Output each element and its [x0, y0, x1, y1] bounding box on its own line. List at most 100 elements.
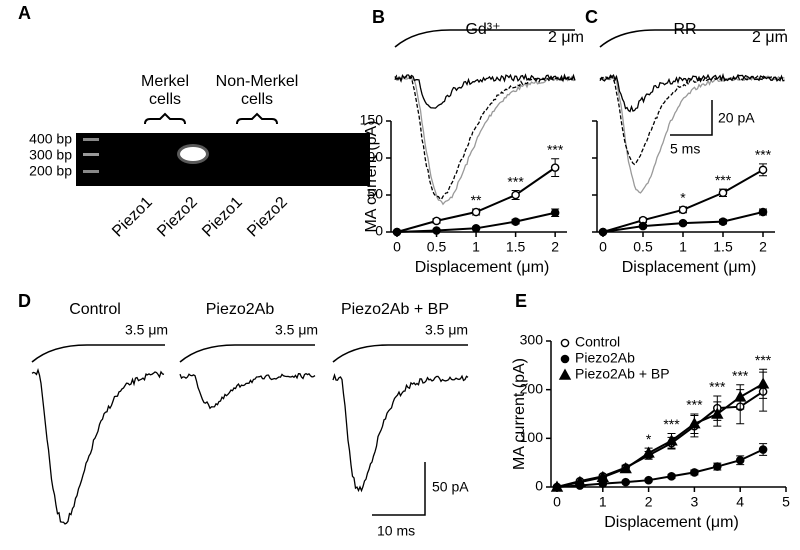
gel-glow — [177, 144, 209, 164]
legend-label: Piezo2Ab + BP — [575, 366, 670, 382]
significance: *** — [732, 368, 749, 384]
x-tick-label: 3 — [691, 494, 699, 510]
current-trace — [394, 75, 576, 206]
marker — [392, 227, 402, 237]
lane-label: Piezo2 — [244, 194, 291, 241]
x-tick-label: 1 — [599, 494, 607, 510]
marker — [432, 216, 441, 226]
significance: *** — [709, 379, 726, 395]
y-tick-label: 50 — [367, 186, 383, 202]
stimulus-trace — [394, 29, 575, 48]
y-tick-label: 100 — [520, 429, 544, 445]
y-axis-label: MA current (pA) — [511, 358, 528, 470]
ladder-band — [83, 138, 99, 141]
current-trace — [332, 373, 469, 493]
marker — [550, 163, 560, 172]
ladder-band — [83, 153, 99, 156]
current-trace — [394, 74, 576, 200]
gel — [76, 133, 370, 186]
significance: * — [680, 190, 686, 206]
marker — [550, 480, 564, 492]
panel-label: E — [515, 291, 527, 311]
scale-label: 5 ms — [670, 141, 700, 157]
scale-label: 50 pA — [432, 479, 469, 495]
marker — [511, 217, 520, 226]
marker — [756, 377, 770, 389]
current-trace — [31, 367, 165, 525]
chart: 0 100 200 300 0 1 2 3 4 5 Displacement (μm) MA curr… — [511, 332, 790, 532]
x-tick-label: 4 — [736, 494, 744, 510]
ladder-label: 200 bp — [29, 163, 72, 179]
scale-bar — [670, 100, 713, 136]
series-line — [556, 448, 764, 488]
legend-label: Piezo2Ab — [575, 350, 635, 366]
panel-label: A — [18, 3, 31, 23]
x-tick-label: 1.5 — [713, 239, 733, 255]
marker — [471, 207, 481, 217]
marker — [644, 475, 653, 485]
stimulus-label: 2 μm — [548, 29, 584, 46]
significance: ** — [471, 192, 482, 208]
significance: *** — [507, 173, 524, 189]
x-tick-label: 2 — [645, 494, 653, 510]
y-tick-label: 0 — [535, 478, 543, 494]
stimulus-label: 2 μm — [752, 29, 788, 46]
ladder-label: 300 bp — [29, 147, 72, 163]
x-tick-label: 0 — [553, 494, 561, 510]
marker — [711, 407, 724, 419]
series-line — [556, 382, 764, 488]
lane-label: Piezo2 — [154, 194, 201, 241]
marker — [596, 470, 609, 482]
legend-label: Control — [575, 334, 620, 350]
significance: *** — [755, 147, 772, 163]
lane-label: Piezo1 — [109, 194, 156, 241]
marker — [718, 188, 728, 198]
marker — [573, 475, 587, 487]
marker — [638, 221, 648, 231]
y-tick-label: 200 — [520, 380, 544, 396]
y-tick-label: 100 — [360, 149, 384, 165]
marker — [678, 218, 688, 228]
marker — [619, 462, 632, 474]
group-label: cells — [241, 91, 273, 108]
x-tick-label: 1 — [679, 239, 687, 255]
legend-marker — [560, 354, 570, 364]
panel-label: D — [18, 291, 31, 311]
y-axis-label: MA current (pA) — [363, 120, 380, 232]
x-tick-label: 0.5 — [427, 239, 447, 255]
marker — [734, 390, 747, 402]
stimulus-label: 3.5 μm — [125, 322, 168, 338]
panel-label: B — [372, 7, 385, 27]
marker — [621, 477, 631, 487]
scale-label: 20 pA — [718, 110, 755, 126]
x-tick-label: 0 — [393, 239, 401, 255]
marker — [758, 207, 768, 217]
marker — [690, 468, 699, 477]
x-axis-label: Displacement (μm) — [604, 514, 739, 531]
significance: *** — [755, 352, 772, 368]
group-label: Non-Merkel — [216, 73, 299, 90]
legend-marker — [560, 338, 570, 348]
marker — [758, 165, 768, 175]
marker — [432, 226, 441, 235]
x-axis-label: Displacement (μm) — [415, 259, 550, 276]
lane-label: Piezo1 — [199, 194, 246, 241]
marker — [667, 471, 676, 481]
marker — [678, 205, 688, 215]
scale-label: 10 ms — [377, 523, 415, 539]
significance: * — [646, 431, 652, 447]
marker — [511, 190, 520, 200]
marker — [713, 462, 722, 471]
current-trace — [599, 72, 785, 113]
ladder-label: 400 bp — [29, 131, 72, 147]
current-trace — [179, 372, 316, 410]
bracket — [144, 112, 186, 125]
marker — [718, 217, 728, 226]
condition-label: Piezo2Ab + BP — [341, 301, 449, 318]
x-tick-label: 2 — [759, 239, 767, 255]
traces — [31, 29, 785, 525]
y-tick-label: 150 — [360, 112, 384, 128]
stimulus-trace — [332, 344, 468, 363]
x-tick-label: 0.5 — [633, 239, 653, 255]
